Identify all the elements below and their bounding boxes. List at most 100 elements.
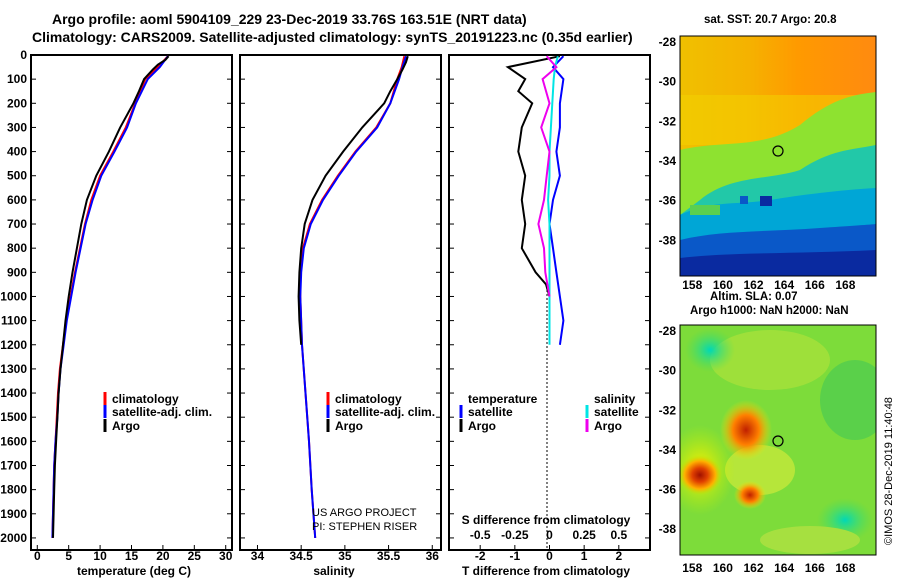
sla-lon-tick: 160 [713,561,733,575]
x-tick-label: 0 [546,549,553,563]
sla-map-frame [679,324,877,556]
salinity-series [297,55,409,538]
difference-series [505,55,565,345]
x-tick-label: 25 [188,549,202,563]
y-tick-label: 300 [7,120,27,134]
y-tick-label: 600 [7,193,27,207]
title-line-1: Argo profile: aoml 5904109_229 23-Dec-20… [52,11,527,27]
salinity-axes [239,54,442,551]
legend-diff-s-satellite: satellite [594,405,639,419]
map-ticks: -28 -28 -30 -30 -32 -32 -34 -34 -36 -36 -38 -38 158 1… [659,35,856,575]
x-tick-label: 35 [338,549,352,563]
series-climatology [51,55,169,538]
t-diff-xlabel: T difference from climatology [462,564,630,578]
sst-lat-tick: -36 [659,194,677,208]
y-tick-label: 500 [7,169,27,183]
sst-lon-tick: 166 [805,278,825,292]
legend-sal-climatology: climatology [335,392,402,406]
sla-lat-tick: -34 [659,443,677,457]
sla-lon-tick: 168 [835,561,855,575]
y-tick-label: 100 [7,72,27,86]
y-tick-label: 0 [20,48,27,62]
temperature-series [51,55,170,538]
s-diff-xlabel: S difference from climatology [462,513,631,527]
x-tick-label: 15 [125,549,139,563]
x-tick-label: 35.5 [377,549,401,563]
sst-lon-tick: 168 [835,278,855,292]
series-satellite-adj-clim- [299,55,407,538]
title-line-2: Climatology: CARS2009. Satellite-adjuste… [32,29,633,45]
sla-label: Altim. SLA: 0.07 [710,291,798,303]
sst-lon-tick: 160 [713,278,733,292]
temperature-xlabel: temperature (deg C) [77,564,191,578]
sla-float-marker [772,435,784,447]
series-t-satellite [548,55,565,345]
series-climatology [299,55,406,538]
x-tick-label: 5 [65,549,72,563]
y-tick-label: 700 [7,217,27,231]
legend-sal-satellite: satellite-adj. clim. [335,405,435,419]
sst-lat-tick: -28 [659,35,677,49]
sla-lon-tick: 162 [743,561,763,575]
y-tick-label: 1000 [0,289,27,303]
legend-temp-satellite: satellite-adj. clim. [112,405,212,419]
series-argo [52,55,170,538]
y-tick-label: 400 [7,145,27,159]
x-tick-label-top: -0.25 [501,528,529,542]
legend-diff-s-argo: Argo [594,419,622,433]
argo-height-label: Argo h1000: NaN h2000: NaN [690,305,849,317]
legend-sal-argo: Argo [335,419,363,433]
y-tick-label: 1700 [0,458,27,472]
x-tick-label-top: 0 [546,528,553,542]
x-tick-label: -1 [510,549,521,563]
series-argo [297,55,409,345]
y-tick-label: 1300 [0,362,27,376]
pressure-ticks: 0 100 200 300 400 500 600 700 800 900 1000 1100 1200… [0,48,650,545]
credit-pi: PI: STEPHEN RISER [312,521,417,533]
legend-diff-temperature-title: temperature [468,392,538,406]
credit-project: US ARGO PROJECT [312,507,417,519]
y-tick-label: 1500 [0,410,27,424]
sla-lat-tick: -38 [659,522,677,536]
sla-lon-tick: 164 [774,561,794,575]
sst-map-frame [679,35,877,277]
sst-float-marker [772,145,784,157]
sla-lat-tick: -36 [659,483,677,497]
legend-diff-t-satellite: satellite [468,405,513,419]
x-tick-label-top: 0.5 [610,528,627,542]
x-tick-label: 2 [615,549,622,563]
legend-temp-argo: Argo [112,419,140,433]
sst-lon-tick: 162 [743,278,763,292]
y-tick-label: 200 [7,96,27,110]
x-tick-label: 10 [93,549,107,563]
y-tick-label: 1900 [0,507,27,521]
sst-lat-tick: -32 [659,114,677,128]
x-tick-label: 1 [581,549,588,563]
sst-lon-tick: 164 [774,278,794,292]
sst-map [680,36,876,276]
y-tick-label: 1600 [0,434,27,448]
sla-lat-tick: -32 [659,403,677,417]
sst-lat-tick: -38 [659,233,677,247]
sla-map [680,325,876,555]
temperature-axes [30,54,233,551]
sst-lon-tick: 158 [682,278,702,292]
y-tick-label: 2000 [0,531,27,545]
sst-label: sat. SST: 20.7 Argo: 20.8 [704,14,837,26]
x-ticks: 0 5 10 15 20 25 30 34 34.5 35 35.5 36 -2 -1 0 1 2 -0.5 -0.… [34,528,628,563]
x-tick-label: 34.5 [289,549,313,563]
y-tick-label: 1200 [0,338,27,352]
series-t-argo [505,55,561,297]
x-tick-label-top: -0.5 [470,528,491,542]
x-tick-label: 0 [34,549,41,563]
salinity-xlabel: salinity [313,564,355,578]
x-tick-label: -2 [475,549,486,563]
x-tick-label: 30 [219,549,233,563]
sst-lat-tick: -34 [659,154,677,168]
y-tick-label: 900 [7,265,27,279]
sla-lat-tick: -28 [659,324,677,338]
sst-lat-tick: -30 [659,75,677,89]
y-tick-label: 1100 [1,314,27,328]
x-tick-label: 36 [426,549,440,563]
